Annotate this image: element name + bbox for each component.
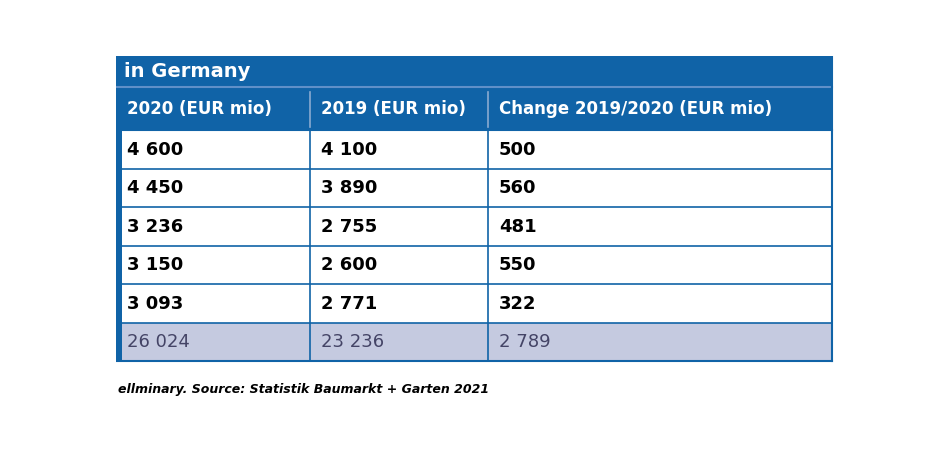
Bar — [116, 207, 122, 246]
Text: ellminary. Source: Statistik Baumarkt + Garten 2021: ellminary. Source: Statistik Baumarkt + … — [118, 383, 489, 396]
Text: 3 890: 3 890 — [321, 179, 378, 197]
Bar — [116, 56, 832, 86]
Text: 3 236: 3 236 — [127, 218, 183, 236]
Bar — [116, 131, 832, 169]
Text: 26 024: 26 024 — [127, 333, 190, 351]
Text: 550: 550 — [499, 256, 537, 274]
Text: 3 150: 3 150 — [127, 256, 183, 274]
Bar — [116, 285, 832, 323]
Text: 23 236: 23 236 — [321, 333, 384, 351]
Text: 2020 (EUR mio): 2020 (EUR mio) — [127, 100, 272, 118]
Bar — [116, 131, 122, 169]
Text: 3 093: 3 093 — [127, 295, 183, 313]
Text: 4 600: 4 600 — [127, 141, 183, 159]
Text: 2 600: 2 600 — [321, 256, 377, 274]
Bar — [116, 323, 832, 361]
Text: in Germany: in Germany — [124, 62, 250, 81]
Bar — [116, 207, 832, 246]
Bar — [116, 246, 832, 285]
Bar — [116, 169, 122, 207]
Bar — [116, 323, 122, 361]
Text: 500: 500 — [499, 141, 537, 159]
Bar — [116, 285, 122, 323]
Text: 2 771: 2 771 — [321, 295, 377, 313]
Bar — [116, 169, 832, 207]
Text: 2 789: 2 789 — [499, 333, 551, 351]
Text: 4 100: 4 100 — [321, 141, 377, 159]
Text: 4 450: 4 450 — [127, 179, 183, 197]
Bar — [116, 88, 832, 131]
Bar — [116, 246, 122, 285]
Text: 560: 560 — [499, 179, 537, 197]
Text: 322: 322 — [499, 295, 537, 313]
Text: Change 2019/2020 (EUR mio): Change 2019/2020 (EUR mio) — [499, 100, 772, 118]
Text: 481: 481 — [499, 218, 537, 236]
Text: 2 755: 2 755 — [321, 218, 377, 236]
Text: 2019 (EUR mio): 2019 (EUR mio) — [321, 100, 466, 118]
